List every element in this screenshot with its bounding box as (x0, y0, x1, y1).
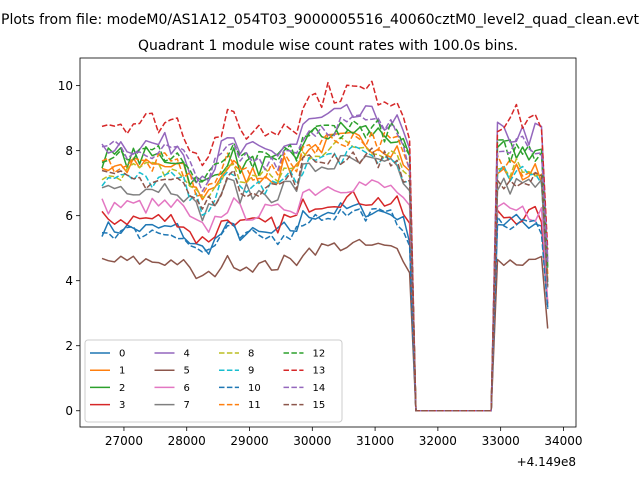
x-tick-label: 32000 (419, 434, 457, 448)
legend-label-12: 12 (313, 349, 326, 360)
legend-label-6: 6 (184, 383, 190, 394)
y-tick-label: 8 (65, 144, 73, 158)
legend-box (84, 339, 343, 423)
x-tick-label: 29000 (230, 434, 268, 448)
y-tick-label: 0 (65, 404, 73, 418)
legend-label-2: 2 (119, 383, 125, 394)
x-tick-label: 28000 (168, 434, 206, 448)
legend-label-14: 14 (313, 383, 326, 394)
legend-label-0: 0 (119, 349, 125, 360)
legend-label-9: 9 (248, 366, 254, 377)
x-offset-label: +4.149e8 (517, 455, 576, 469)
x-tick-label: 31000 (356, 434, 394, 448)
legend-label-13: 13 (313, 366, 326, 377)
x-tick-label: 30000 (293, 434, 331, 448)
legend-label-5: 5 (184, 366, 190, 377)
series-line-8 (101, 136, 549, 412)
legend-label-8: 8 (248, 349, 254, 360)
legend-label-10: 10 (248, 383, 261, 394)
legend-label-7: 7 (184, 400, 190, 411)
plot-area: 27000 28000 29000 30000 31000 32000 33000 34000… (58, 57, 583, 448)
legend-label-11: 11 (248, 400, 261, 411)
series-line-15 (101, 147, 549, 412)
legend-label-15: 15 (313, 400, 326, 411)
y-tick-label: 6 (65, 209, 73, 223)
axes-title: Quadrant 1 module wise count rates with … (138, 38, 518, 54)
y-tick-label: 4 (65, 274, 73, 288)
legend-label-3: 3 (119, 400, 125, 411)
legend-label-1: 1 (119, 366, 125, 377)
y-tick-label: 10 (58, 79, 73, 93)
y-tick-label: 2 (65, 339, 73, 353)
x-tick-label: 27000 (105, 434, 143, 448)
legend-label-4: 4 (184, 349, 190, 360)
x-tick-label: 33000 (482, 434, 520, 448)
figure-suptitle: Plots from file: modeM0/AS1A12_054T03_90… (1, 12, 639, 28)
axes-frame (79, 57, 577, 428)
x-tick-label: 34000 (544, 434, 582, 448)
